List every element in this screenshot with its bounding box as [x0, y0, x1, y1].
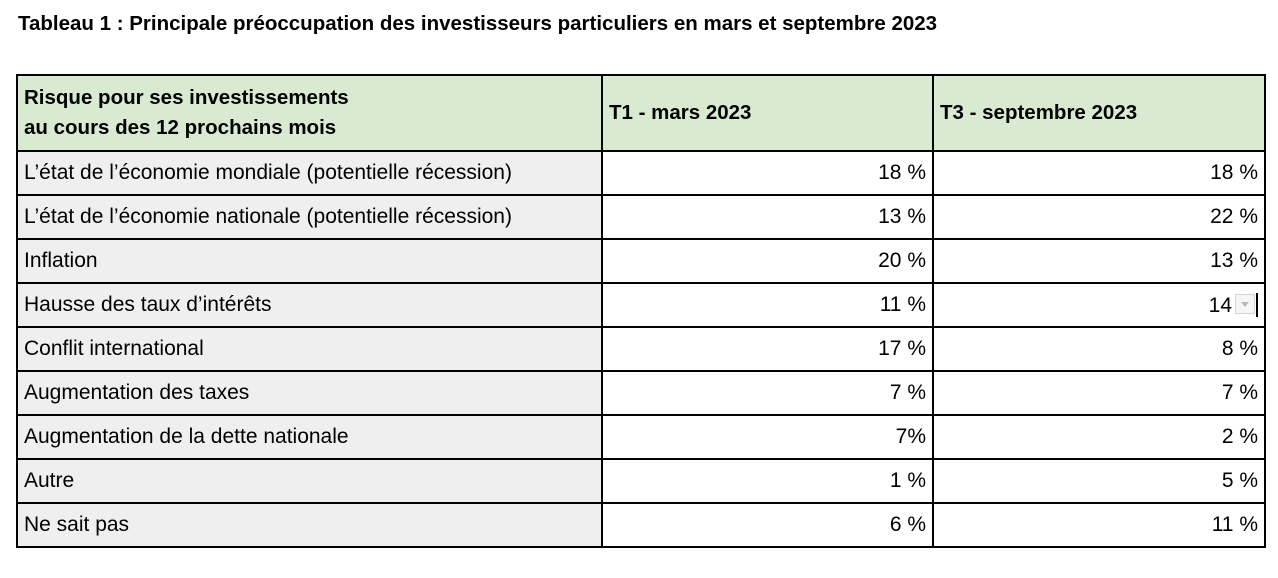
header-t1[interactable]: T1 - mars 2023 — [601, 74, 934, 152]
cell-t1[interactable]: 11 % — [601, 282, 934, 328]
cell-t1[interactable]: 1 % — [601, 458, 934, 504]
row-label[interactable]: Conflit international — [16, 326, 603, 372]
table-row: Autre 1 % 5 % — [16, 458, 1266, 504]
cell-t3-editing[interactable]: 14 — [932, 282, 1266, 328]
cell-t1[interactable]: 13 % — [601, 194, 934, 240]
text-cursor — [1256, 292, 1258, 317]
table-row: Hausse des taux d’intérêts 11 % 14 — [16, 282, 1266, 328]
row-label[interactable]: Autre — [16, 458, 603, 504]
table-row: Inflation 20 % 13 % — [16, 238, 1266, 284]
header-risk-line1: Risque pour ses investissements — [24, 86, 349, 109]
cell-t3[interactable]: 5 % — [932, 458, 1266, 504]
cell-t3[interactable]: 2 % — [932, 414, 1266, 460]
table-row: Augmentation de la dette nationale 7% 2 … — [16, 414, 1266, 460]
cell-t3[interactable]: 18 % — [932, 150, 1266, 196]
cell-t3[interactable]: 11 % — [932, 502, 1266, 548]
cell-t1[interactable]: 20 % — [601, 238, 934, 284]
cell-t3[interactable]: 13 % — [932, 238, 1266, 284]
table-row: Conflit international 17 % 8 % — [16, 326, 1266, 372]
row-label[interactable]: Augmentation des taxes — [16, 370, 603, 416]
dropdown-chevron-icon[interactable] — [1235, 293, 1255, 314]
header-risk[interactable]: Risque pour ses investissements au cours… — [16, 74, 603, 152]
header-t3[interactable]: T3 - septembre 2023 — [932, 74, 1266, 152]
cell-t1[interactable]: 17 % — [601, 326, 934, 372]
row-label[interactable]: Inflation — [16, 238, 603, 284]
cell-t3[interactable]: 8 % — [932, 326, 1266, 372]
table-row: L’état de l’économie mondiale (potentiel… — [16, 150, 1266, 196]
cell-t1[interactable]: 7% — [601, 414, 934, 460]
row-label[interactable]: Ne sait pas — [16, 502, 603, 548]
table-title: Tableau 1 : Principale préoccupation des… — [18, 12, 938, 35]
table-row: L’état de l’économie nationale (potentie… — [16, 194, 1266, 240]
cell-t3[interactable]: 7 % — [932, 370, 1266, 416]
cell-t1[interactable]: 6 % — [601, 502, 934, 548]
row-label[interactable]: L’état de l’économie nationale (potentie… — [16, 194, 603, 240]
table-row: Ne sait pas 6 % 11 % — [16, 502, 1266, 548]
header-risk-line2: au cours des 12 prochains mois — [24, 116, 337, 139]
row-label[interactable]: L’état de l’économie mondiale (potentiel… — [16, 150, 603, 196]
row-label[interactable]: Hausse des taux d’intérêts — [16, 282, 603, 328]
cell-t1[interactable]: 18 % — [601, 150, 934, 196]
header-row: Risque pour ses investissements au cours… — [16, 74, 1266, 152]
cell-t3[interactable]: 22 % — [932, 194, 1266, 240]
cell-t1[interactable]: 7 % — [601, 370, 934, 416]
data-table: Risque pour ses investissements au cours… — [16, 74, 1266, 548]
row-label[interactable]: Augmentation de la dette nationale — [16, 414, 603, 460]
table-row: Augmentation des taxes 7 % 7 % — [16, 370, 1266, 416]
cell-edit-value[interactable]: 14 — [1208, 293, 1232, 317]
